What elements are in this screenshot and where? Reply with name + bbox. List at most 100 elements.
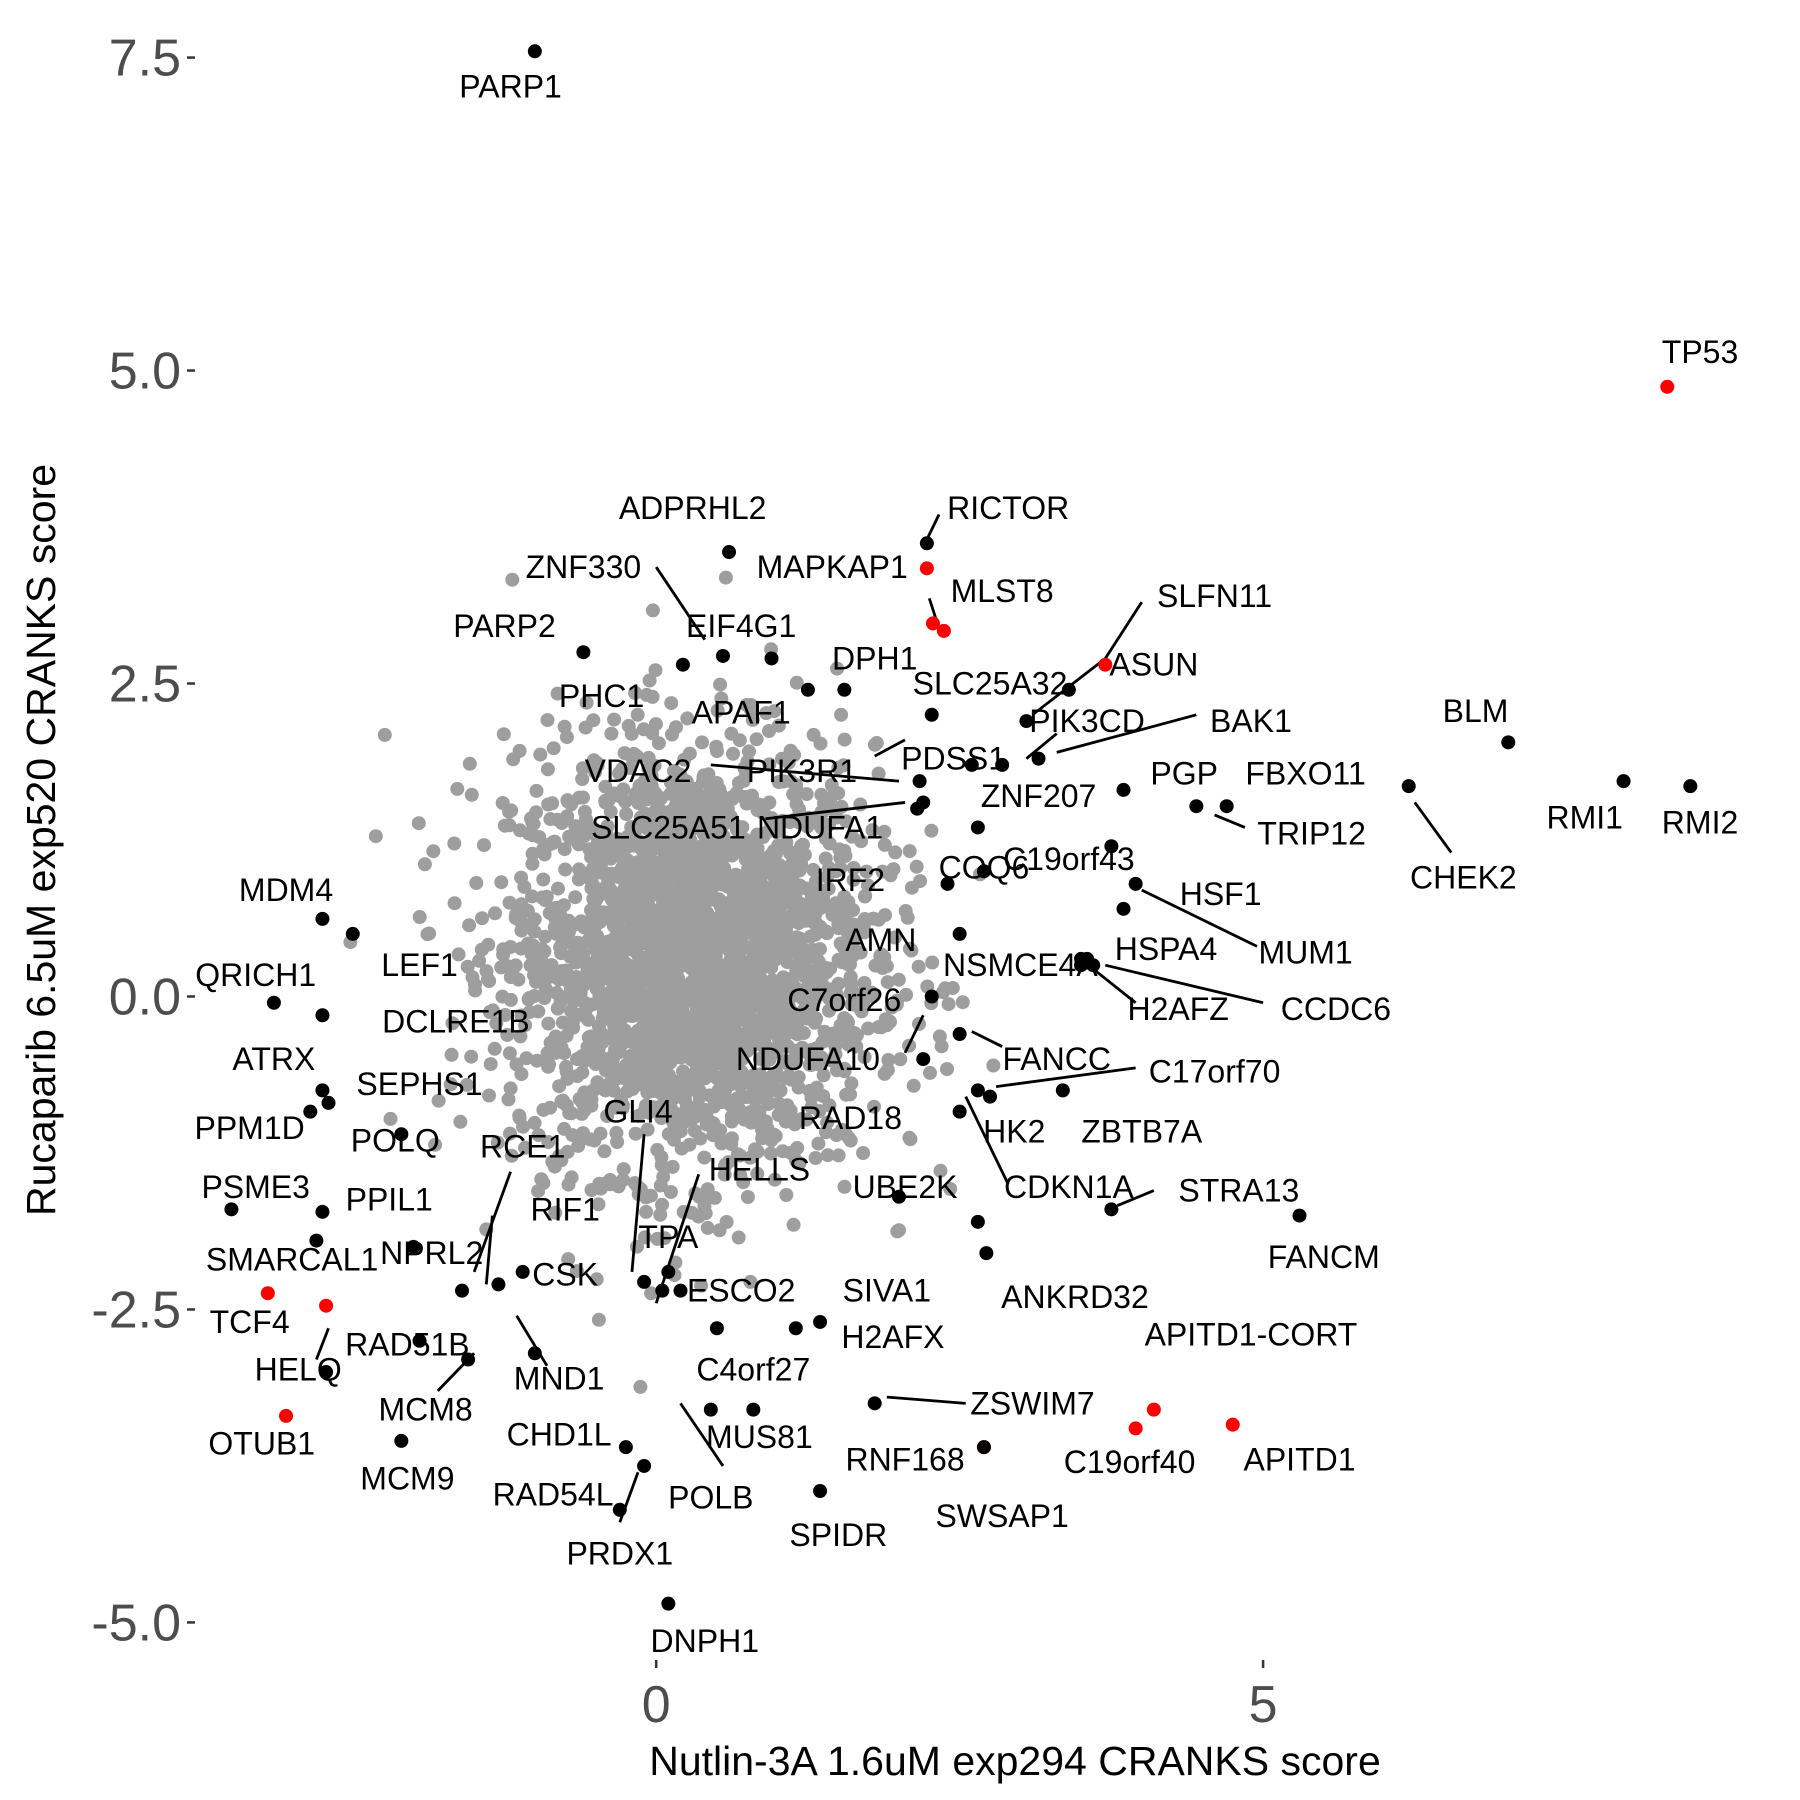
background-point <box>955 995 970 1010</box>
background-point <box>769 1041 784 1055</box>
label-rif1: RIF1 <box>531 1191 600 1227</box>
background-point <box>588 765 603 780</box>
label-slfn11: SLFN11 <box>1157 578 1272 614</box>
background-point <box>412 910 427 924</box>
background-point <box>655 1197 669 1212</box>
background-point <box>696 899 711 914</box>
background-point <box>518 1140 532 1155</box>
background-point <box>750 909 765 924</box>
background-point <box>820 869 835 884</box>
background-point <box>827 786 842 801</box>
point-bak1 <box>1031 751 1046 766</box>
background-point <box>714 1042 729 1057</box>
background-point <box>594 857 608 872</box>
background-point <box>731 1230 746 1245</box>
label-rmi2: RMI2 <box>1662 804 1738 840</box>
label-tp53: TP53 <box>1662 334 1738 370</box>
point-fancm <box>1292 1208 1307 1223</box>
background-point <box>801 1004 815 1019</box>
leader-line <box>1025 732 1058 760</box>
background-point <box>615 868 629 883</box>
point-ndufa1 <box>910 801 925 816</box>
background-point <box>640 1122 655 1137</box>
leader-line <box>630 1134 646 1273</box>
x-tick-label: 5 <box>1249 1676 1278 1734</box>
label-parp1: PARP1 <box>459 68 562 104</box>
point-gli4 <box>637 1274 652 1289</box>
background-point <box>547 1159 562 1174</box>
background-point <box>582 842 597 857</box>
background-point <box>560 793 575 808</box>
label-hk2: HK2 <box>983 1114 1045 1150</box>
background-point <box>789 1153 804 1168</box>
label-mum1: MUM1 <box>1258 935 1352 971</box>
background-point <box>857 1050 872 1064</box>
point-pdss1 <box>995 757 1010 772</box>
background-point <box>680 950 694 964</box>
label-otub1: OTUB1 <box>208 1425 315 1461</box>
label-asun: ASUN <box>1109 647 1198 683</box>
background-point <box>891 972 906 987</box>
background-point <box>558 862 573 877</box>
background-point <box>714 691 729 706</box>
background-point <box>775 949 790 964</box>
background-point <box>596 1005 611 1020</box>
background-point <box>634 1064 649 1079</box>
label-pdss1: PDSS1 <box>901 741 1006 777</box>
background-point <box>738 1045 753 1059</box>
background-point <box>786 1217 801 1232</box>
label-mnd1: MND1 <box>514 1360 605 1396</box>
background-point <box>841 894 856 909</box>
background-point <box>593 915 607 930</box>
background-point <box>538 929 553 944</box>
background-point <box>504 1148 519 1163</box>
label-trip12: TRIP12 <box>1257 816 1365 852</box>
background-point <box>572 862 586 877</box>
background-point <box>628 906 643 921</box>
background-point <box>611 1179 626 1194</box>
background-point <box>933 1163 948 1178</box>
point-polq <box>394 1127 409 1142</box>
background-point <box>744 893 759 908</box>
background-point <box>724 1131 739 1146</box>
background-point <box>696 770 711 785</box>
background-point <box>609 910 624 925</box>
background-point <box>533 747 548 762</box>
label-c19orf40: C19orf40 <box>1064 1444 1196 1480</box>
background-point <box>837 732 852 747</box>
background-point <box>834 707 849 722</box>
background-point <box>693 799 708 814</box>
label-nsmce4a: NSMCE4A <box>943 947 1098 983</box>
background-point <box>877 1066 892 1081</box>
background-point <box>465 970 480 985</box>
label-c17orf70: C17orf70 <box>1149 1054 1281 1090</box>
point-slc25a32 <box>924 707 939 722</box>
background-point <box>383 1111 398 1126</box>
background-point <box>549 986 564 1000</box>
background-point <box>797 969 812 984</box>
background-point <box>498 1008 513 1022</box>
background-point <box>608 1072 623 1087</box>
background-point <box>654 942 669 957</box>
point-siva1 <box>813 1314 828 1329</box>
background-point <box>871 766 886 781</box>
background-point <box>678 995 693 1010</box>
background-point <box>822 991 837 1006</box>
background-point <box>420 927 435 942</box>
background-point <box>680 711 695 726</box>
background-point <box>786 887 801 902</box>
background-point <box>780 1098 795 1113</box>
point-apaf1 <box>800 682 815 697</box>
point-dclre1b <box>315 1008 330 1023</box>
y-axis-title: Rucaparib 6.5uM exp520 CRANKS score <box>18 464 64 1216</box>
background-point <box>782 815 797 829</box>
background-point <box>617 855 632 870</box>
background-point <box>808 1151 823 1165</box>
background-point <box>571 1138 586 1153</box>
background-point <box>646 887 661 902</box>
point-stra13 <box>1104 1202 1119 1217</box>
background-point <box>475 911 489 926</box>
background-points <box>343 570 1001 1394</box>
background-point <box>638 838 653 853</box>
